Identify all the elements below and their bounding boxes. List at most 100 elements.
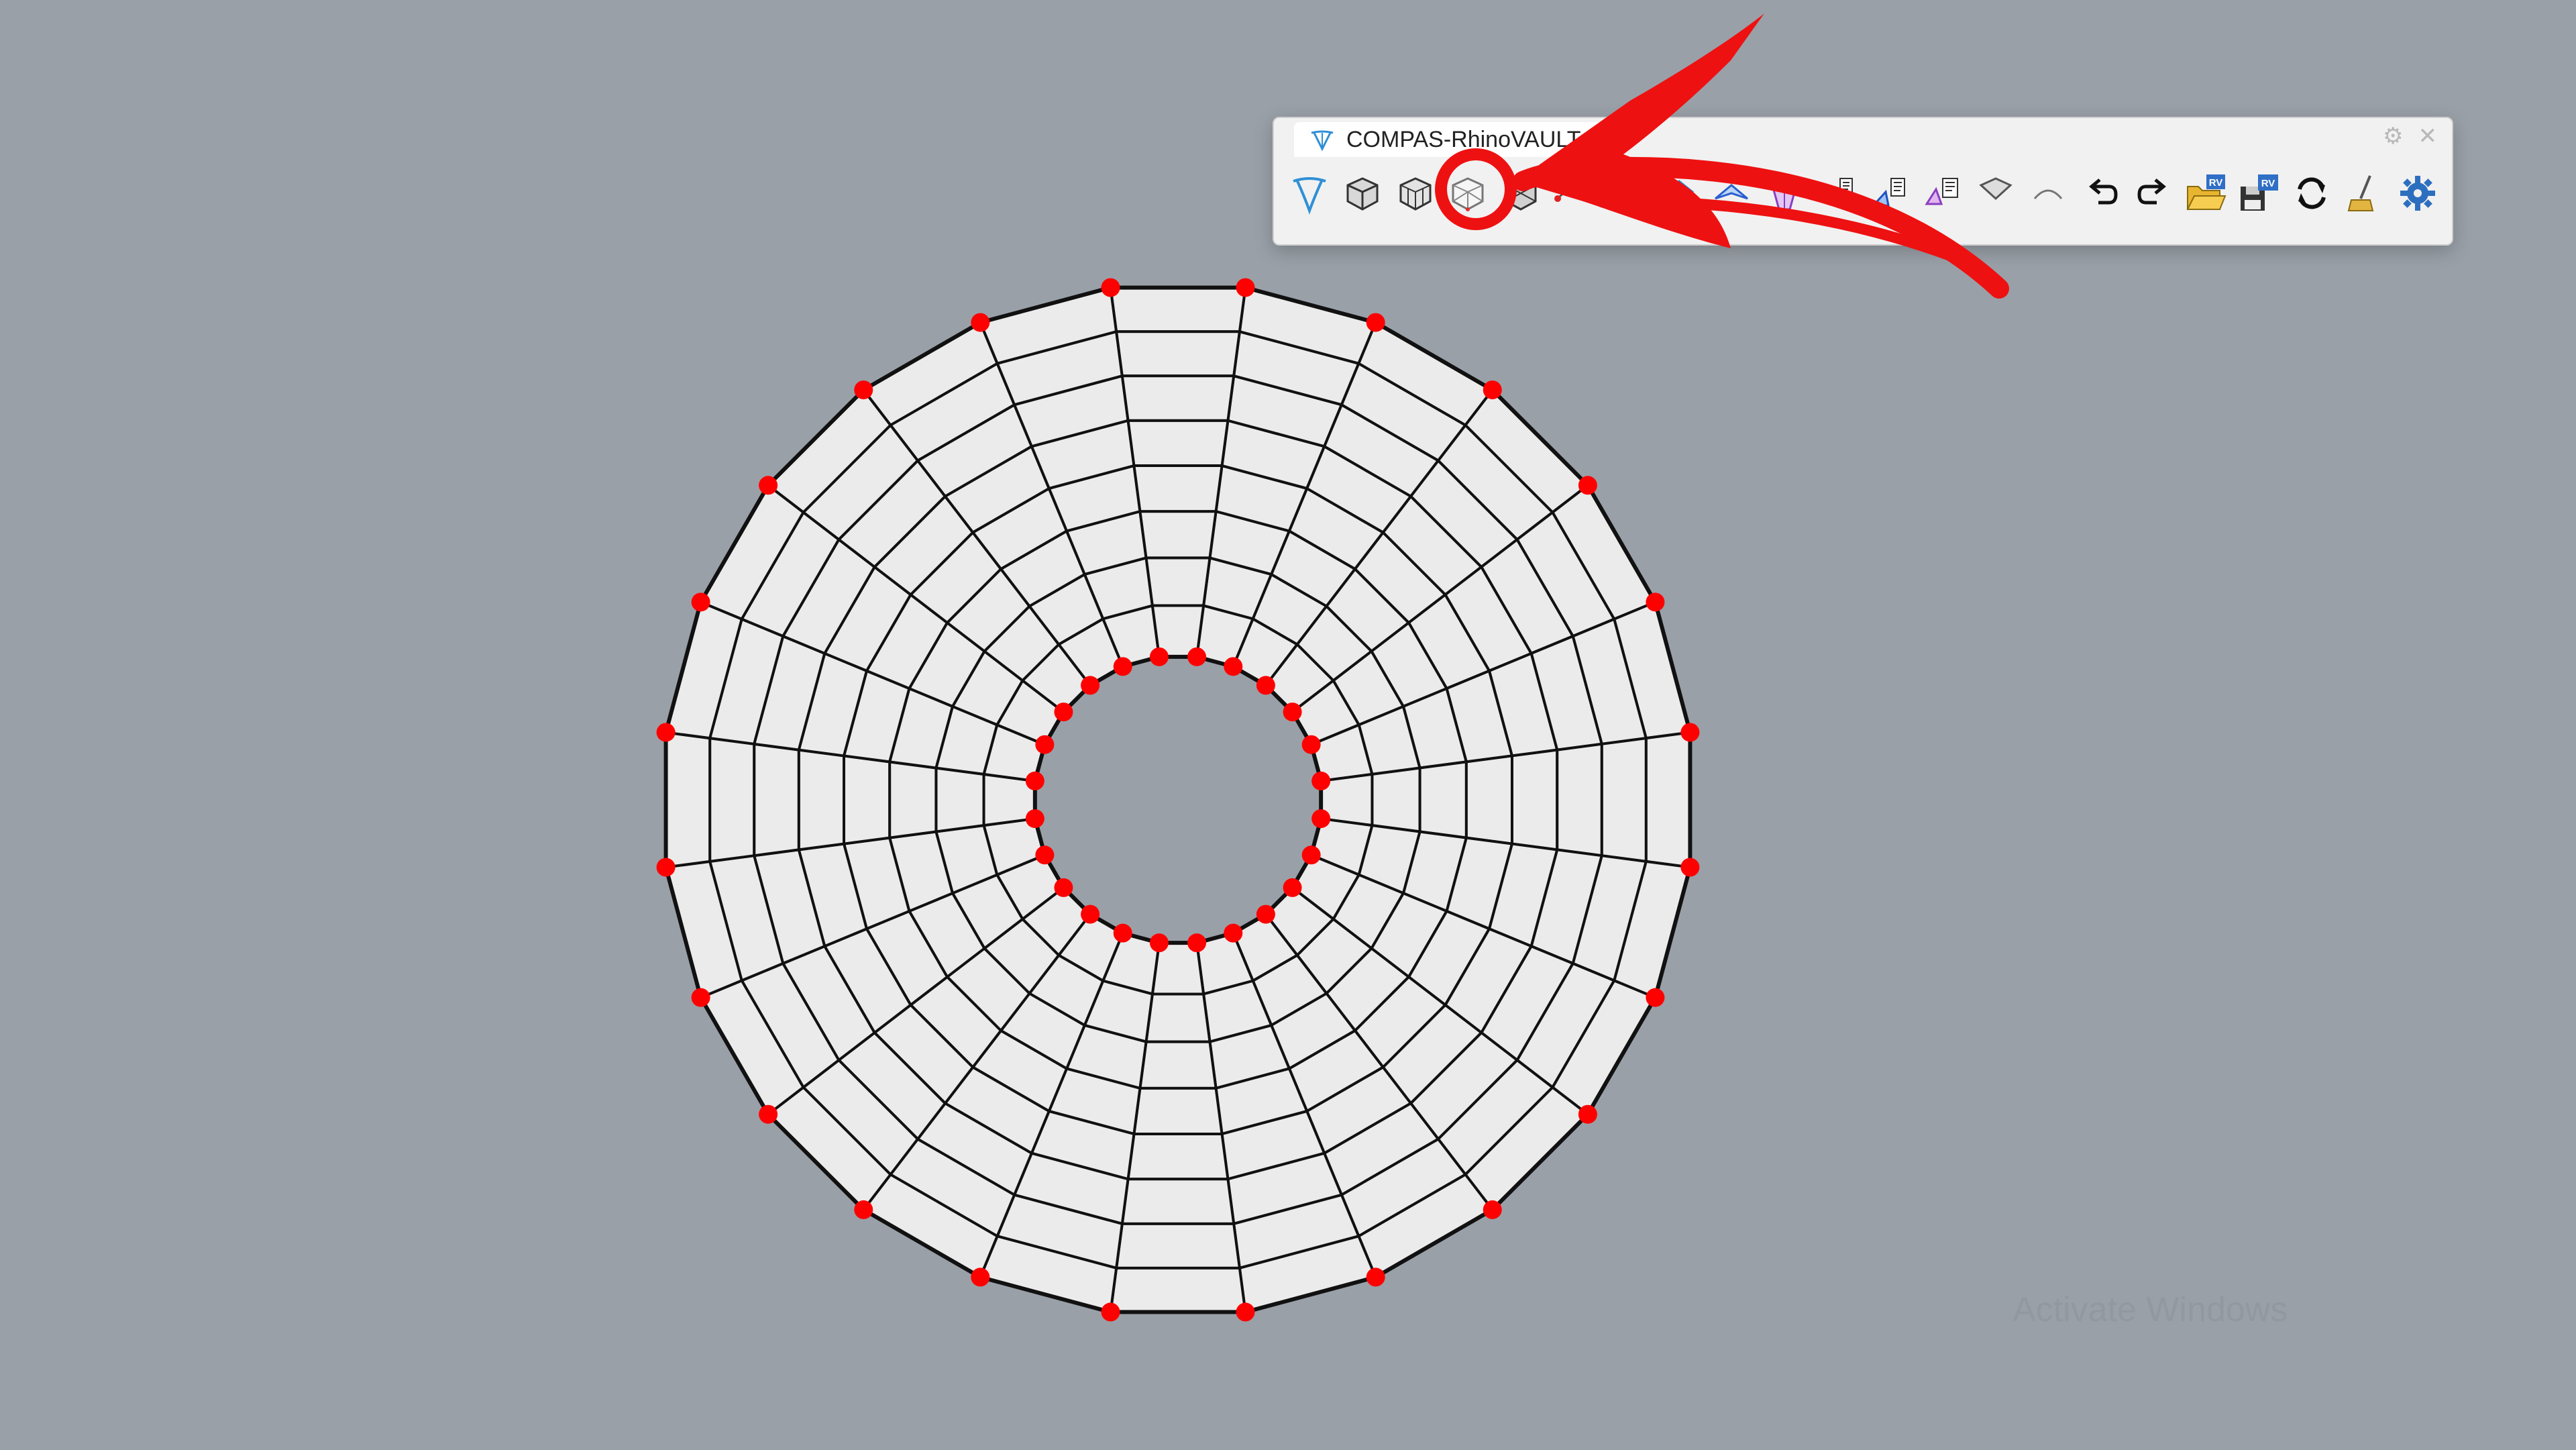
mesh-face[interactable]	[888, 760, 938, 839]
mesh-face[interactable]	[1126, 1132, 1230, 1181]
mesh-face[interactable]	[1138, 1040, 1218, 1090]
mesh-face[interactable]	[1371, 766, 1421, 833]
mesh-face[interactable]	[1132, 464, 1224, 513]
pattern-from-mesh-button[interactable]	[1336, 163, 1389, 223]
boundary-openings-button[interactable]	[1600, 163, 1653, 223]
anchor-vertex[interactable]	[854, 380, 873, 400]
anchor-vertex[interactable]	[1680, 723, 1700, 742]
mesh-face[interactable]	[1138, 510, 1218, 560]
anchor-vertex[interactable]	[1054, 878, 1073, 897]
mesh-face[interactable]	[1114, 1222, 1242, 1270]
anchor-vertex[interactable]	[1054, 703, 1073, 722]
undo-button[interactable]	[2075, 163, 2128, 223]
anchor-vertex[interactable]	[759, 1104, 778, 1124]
anchor-vertex[interactable]	[1224, 923, 1243, 943]
mesh-face[interactable]	[1109, 1266, 1247, 1314]
mesh-face[interactable]	[1418, 760, 1468, 839]
mesh-face[interactable]	[797, 748, 846, 851]
mesh-face[interactable]	[843, 754, 892, 845]
anchor-vertex[interactable]	[1035, 735, 1055, 754]
anchor-vertex[interactable]	[1301, 845, 1321, 865]
redo-button[interactable]	[2127, 163, 2180, 223]
settings-button[interactable]	[2391, 163, 2444, 223]
clear-button[interactable]	[2339, 163, 2392, 223]
anchor-vertex[interactable]	[656, 858, 676, 877]
mesh-face[interactable]	[708, 736, 756, 864]
mesh-face[interactable]	[1120, 1178, 1236, 1225]
mesh-face[interactable]	[1126, 419, 1230, 468]
anchor-vertex[interactable]	[1081, 676, 1100, 695]
anchor-vertex[interactable]	[1283, 703, 1302, 722]
mesh-face[interactable]	[664, 731, 712, 869]
horizontal-equilibrium-button[interactable]	[1811, 163, 1864, 223]
mesh-face[interactable]	[1114, 330, 1242, 378]
anchor-vertex[interactable]	[1301, 735, 1321, 754]
modify-thrust-button[interactable]	[2022, 163, 2075, 223]
anchor-vertex[interactable]	[1646, 988, 1665, 1007]
mesh-face[interactable]	[1144, 992, 1212, 1043]
open-session-button[interactable]: RV	[2180, 163, 2233, 223]
modify-force-button[interactable]	[1969, 163, 2022, 223]
anchor-vertex[interactable]	[656, 723, 676, 742]
modify-form-button[interactable]	[1917, 163, 1970, 223]
mesh-face[interactable]	[1120, 374, 1236, 422]
vertical-equilibrium-button[interactable]	[1864, 163, 1917, 223]
pattern-modify-button[interactable]	[1495, 163, 1548, 223]
anchor-vertex[interactable]	[1224, 657, 1243, 676]
anchor-vertex[interactable]	[1025, 809, 1044, 829]
anchor-vertex[interactable]	[1311, 809, 1331, 829]
anchor-vertex[interactable]	[1035, 845, 1055, 865]
mesh-face[interactable]	[753, 742, 800, 858]
anchor-vertex[interactable]	[1187, 933, 1207, 953]
anchor-vertex[interactable]	[1236, 1302, 1255, 1322]
anchor-vertex[interactable]	[1366, 1267, 1385, 1287]
anchor-vertex[interactable]	[1025, 771, 1044, 790]
anchor-vertex[interactable]	[971, 1267, 990, 1287]
mesh-face[interactable]	[1144, 556, 1212, 607]
pattern-from-triangulation-button[interactable]	[1442, 163, 1495, 223]
save-session-button[interactable]: RV	[2233, 163, 2286, 223]
anchor-vertex[interactable]	[971, 313, 990, 332]
anchor-vertex[interactable]	[1101, 1302, 1120, 1322]
anchor-vertex[interactable]	[1256, 904, 1275, 924]
anchor-vertex[interactable]	[1113, 923, 1132, 943]
mesh-face[interactable]	[1510, 748, 1559, 851]
anchor-vertex[interactable]	[854, 1200, 873, 1219]
mesh-face[interactable]	[1556, 742, 1603, 858]
anchor-vertex[interactable]	[1149, 647, 1169, 666]
anchor-vertex[interactable]	[1149, 933, 1169, 953]
reload-button[interactable]	[2286, 163, 2339, 223]
boundary-supports-button[interactable]	[1547, 163, 1600, 223]
anchor-vertex[interactable]	[759, 476, 778, 495]
anchor-vertex[interactable]	[1236, 278, 1255, 297]
mesh-face[interactable]	[1109, 286, 1247, 333]
mesh-face[interactable]	[934, 766, 985, 833]
force-diagram-button[interactable]	[1705, 163, 1758, 223]
form-diagram-button[interactable]	[1652, 163, 1705, 223]
anchor-vertex[interactable]	[691, 988, 710, 1007]
anchor-vertex[interactable]	[1680, 858, 1700, 877]
toolbar-tab[interactable]: COMPAS-RhinoVAULT	[1294, 122, 1603, 157]
anchor-vertex[interactable]	[1256, 676, 1275, 695]
anchor-vertex[interactable]	[1578, 476, 1597, 495]
thrust-network-button[interactable]	[1758, 163, 1811, 223]
anchor-vertex[interactable]	[1483, 1200, 1502, 1219]
rv-init-button[interactable]	[1283, 163, 1336, 223]
mesh-face[interactable]	[1464, 754, 1513, 845]
anchor-vertex[interactable]	[1366, 313, 1385, 332]
anchor-vertex[interactable]	[1646, 592, 1665, 612]
mesh-face[interactable]	[1600, 736, 1648, 864]
anchor-vertex[interactable]	[691, 592, 710, 612]
anchor-vertex[interactable]	[1187, 647, 1207, 666]
panel-settings-icon[interactable]: ⚙	[2383, 123, 2404, 149]
anchor-vertex[interactable]	[1113, 657, 1132, 676]
anchor-vertex[interactable]	[1311, 771, 1331, 790]
anchor-vertex[interactable]	[1101, 278, 1120, 297]
anchor-vertex[interactable]	[1283, 878, 1302, 897]
pattern-from-surface-button[interactable]	[1389, 163, 1442, 223]
mesh-face[interactable]	[1132, 1086, 1224, 1135]
inner-boundary[interactable]	[1032, 654, 1324, 945]
anchor-vertex[interactable]	[1483, 380, 1502, 400]
